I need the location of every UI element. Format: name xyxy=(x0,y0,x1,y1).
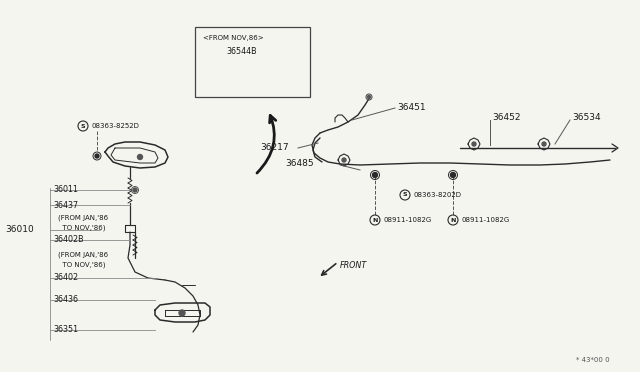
Text: (FROM JAN,'86: (FROM JAN,'86 xyxy=(58,215,108,221)
Circle shape xyxy=(472,142,476,146)
Text: 36437: 36437 xyxy=(53,201,78,209)
Circle shape xyxy=(367,96,371,99)
Circle shape xyxy=(342,158,346,162)
Text: 36010: 36010 xyxy=(5,225,34,234)
Bar xyxy=(195,27,310,97)
Circle shape xyxy=(451,173,456,177)
Text: N: N xyxy=(451,218,456,222)
Text: S: S xyxy=(403,192,407,198)
Text: 08363-8252D: 08363-8252D xyxy=(91,123,139,129)
Circle shape xyxy=(542,142,546,146)
Circle shape xyxy=(372,173,378,177)
Text: 36217: 36217 xyxy=(260,142,289,151)
Text: 08911-1082G: 08911-1082G xyxy=(383,217,431,223)
Text: 36485: 36485 xyxy=(285,158,314,167)
Text: 36452: 36452 xyxy=(492,113,520,122)
Circle shape xyxy=(133,188,137,192)
Text: 36534: 36534 xyxy=(572,113,600,122)
Text: 08363-8202D: 08363-8202D xyxy=(413,192,461,198)
Circle shape xyxy=(138,154,143,160)
Text: * 43*00 0: * 43*00 0 xyxy=(577,357,610,363)
Circle shape xyxy=(95,154,99,158)
Text: 08911-1082G: 08911-1082G xyxy=(461,217,509,223)
Text: 36544B: 36544B xyxy=(226,46,257,55)
Text: 36351: 36351 xyxy=(53,326,78,334)
Circle shape xyxy=(179,310,185,316)
Text: N: N xyxy=(372,218,378,222)
Text: TO NOV,'86): TO NOV,'86) xyxy=(58,262,106,268)
Text: S: S xyxy=(81,124,85,128)
Text: 36011: 36011 xyxy=(53,186,78,195)
Text: 36402B: 36402B xyxy=(53,235,84,244)
Text: TO NOV,'86): TO NOV,'86) xyxy=(58,225,106,231)
Text: <FROM NOV,86>: <FROM NOV,86> xyxy=(203,35,264,41)
Text: 36451: 36451 xyxy=(397,103,426,112)
Circle shape xyxy=(205,48,209,54)
Text: FRONT: FRONT xyxy=(340,260,367,269)
Text: 36402: 36402 xyxy=(53,273,78,282)
Text: 36436: 36436 xyxy=(53,295,78,305)
Text: (FROM JAN,'86: (FROM JAN,'86 xyxy=(58,252,108,258)
